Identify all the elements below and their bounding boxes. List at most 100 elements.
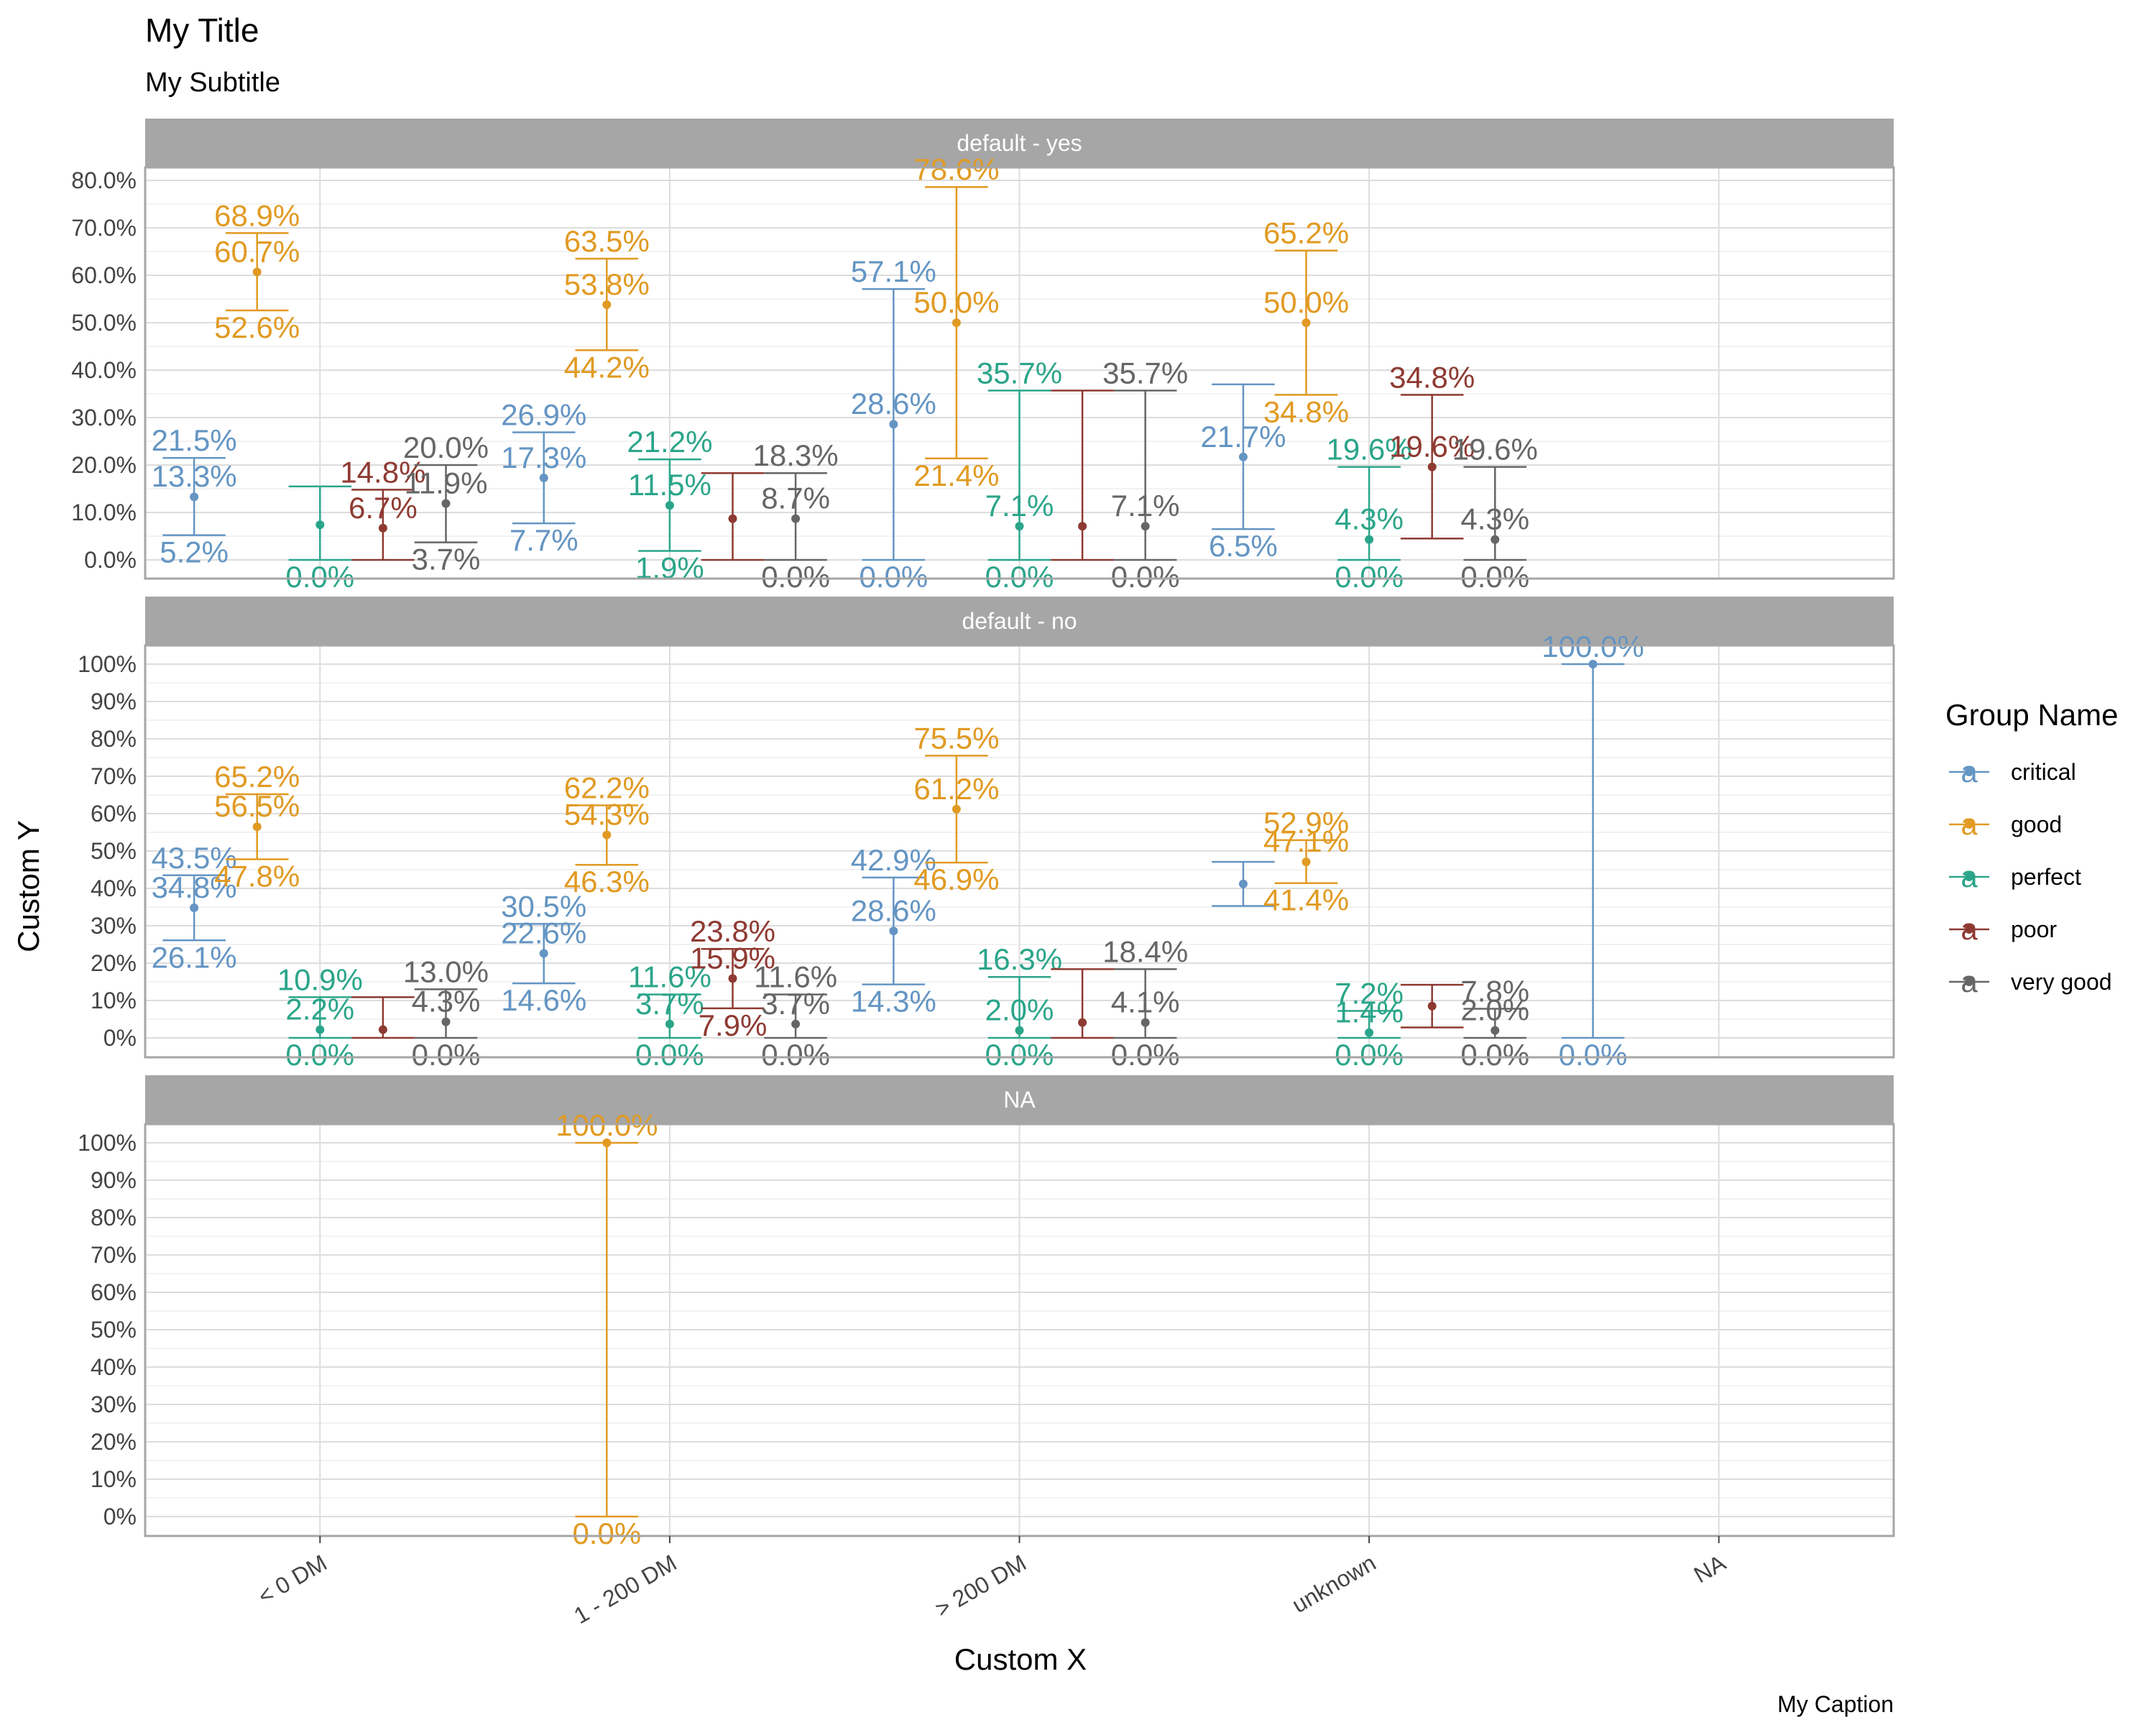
data-point (1491, 1026, 1500, 1035)
legend-key-point (1965, 873, 1973, 881)
legend-title: Group Name (1945, 698, 2118, 732)
data-point (1078, 1018, 1087, 1027)
data-label-value: 4.3% (1460, 502, 1529, 536)
data-label-lower: 46.9% (913, 862, 999, 896)
legend-key-point (1965, 820, 1973, 829)
data-label-upper: 7.2% (1335, 977, 1404, 1011)
data-label-upper: 18.3% (753, 438, 839, 472)
data-label-upper: 35.7% (1102, 356, 1188, 390)
data-label-value: 34.8% (152, 870, 237, 904)
y-tick-label: 50% (91, 838, 137, 864)
data-label-value: 60.7% (214, 234, 300, 268)
data-label-upper: 20.0% (403, 431, 489, 464)
data-point (1427, 1001, 1437, 1011)
y-tick-label: 20% (91, 1429, 137, 1455)
data-label-upper: 78.6% (913, 152, 999, 186)
data-point (1302, 318, 1311, 327)
data-label-upper: 21.2% (627, 425, 712, 459)
y-tick-label: 80% (91, 726, 137, 752)
data-label-value: 4.3% (412, 985, 481, 1018)
facet-strip-label: default - yes (957, 130, 1082, 156)
legend-item-label: critical (2011, 759, 2076, 785)
legend-item-label: very good (2011, 969, 2112, 995)
data-point (728, 974, 737, 983)
y-tick-label: 30% (91, 913, 137, 939)
data-point (1365, 1028, 1374, 1037)
data-label-value: 7.1% (1111, 489, 1180, 523)
series-very-good: 3.7% 11.9%20.0% 0.0% 8.7% 18.3% 0.0% 7.1% 35.7%… (403, 356, 1538, 594)
data-point (1078, 522, 1087, 531)
data-label-upper: 16.3% (977, 942, 1062, 976)
data-label-lower: 0.0% (412, 1038, 481, 1072)
data-point (315, 520, 325, 530)
data-label-value: 28.6% (851, 387, 936, 420)
data-point (539, 949, 548, 958)
data-label-lower: 14.3% (851, 985, 936, 1018)
legend-item-poor: a poor (1949, 912, 2057, 946)
data-label-lower: 0.0% (985, 1038, 1054, 1072)
x-tick-label: 1 - 200 DM (569, 1550, 681, 1629)
data-label-upper: 65.2% (214, 760, 300, 794)
y-tick-label: 40.0% (71, 357, 137, 383)
y-tick-label: 90% (91, 689, 137, 714)
x-axis-title: Custom X (954, 1642, 1087, 1676)
data-point (441, 499, 451, 508)
y-tick-label: 10.0% (71, 500, 137, 525)
data-point (1588, 660, 1598, 668)
data-point (952, 804, 961, 814)
data-label-lower: 0.0% (761, 560, 830, 594)
data-label-upper: 62.2% (564, 771, 650, 805)
legend-key-glyph: a (1961, 755, 1978, 788)
y-tick-label: 40% (91, 875, 137, 901)
data-label-lower: 0.0% (1111, 1038, 1180, 1072)
data-label-value: 17.3% (501, 441, 586, 474)
data-label-value: 2.0% (985, 993, 1054, 1027)
series-good: 52.6% 60.7%68.9% 44.2% 53.8% 63.5% 21.4% 50.0%… (214, 152, 1349, 492)
facet-strip (145, 119, 1894, 167)
data-point (1238, 879, 1248, 888)
data-point (252, 267, 262, 277)
facet-panel-default-yes: default - yes 0.0% 10.0% 20.0% 30.0% 40.0% 50.… (71, 119, 1895, 594)
x-tick-label: NA (1690, 1550, 1731, 1588)
data-label-value: 47.1% (1263, 824, 1349, 858)
data-point (1015, 1026, 1024, 1035)
y-tick-label: 60% (91, 801, 137, 827)
data-point (441, 1017, 451, 1026)
legend-item-label: good (2011, 811, 2062, 837)
series-critical: 26.1% 34.8%43.5% 14.6% 22.6%30.5% 14.3% 28.6%… (152, 630, 1644, 1072)
data-point (1141, 1018, 1150, 1027)
facet-panels: default - yes 0.0% 10.0% 20.0% 30.0% 40.0% 50.… (71, 119, 1895, 1550)
legend-key-glyph: a (1961, 965, 1978, 998)
legend-item-label: poor (2011, 916, 2057, 942)
data-label-lower: 0.0% (985, 560, 1054, 594)
data-label-upper: 68.9% (214, 198, 300, 232)
data-point (1015, 522, 1024, 531)
facet-strip-label: NA (1003, 1087, 1036, 1113)
y-tick-label: 10% (91, 988, 137, 1013)
facet-strip (145, 597, 1894, 645)
data-label-upper: 30.5% (501, 889, 586, 923)
data-label-value: 8.7% (761, 482, 830, 515)
legend-key-point (1965, 768, 1973, 776)
y-tick-label: 30% (91, 1392, 137, 1417)
data-point (1491, 535, 1500, 544)
data-label-value: 53.8% (564, 267, 650, 301)
y-tick-label: 70% (91, 1242, 137, 1268)
data-label-value: 50.0% (913, 285, 999, 319)
series-perfect: 0.0% 1.9%11.5%21.2%0.0%7.1%35.7%0.0%4.3%1… (285, 356, 1411, 594)
data-point (728, 514, 737, 523)
data-label-value: 1.4% (1335, 995, 1404, 1029)
data-label-upper: 19.6% (1327, 433, 1412, 466)
data-label-upper: 42.9% (851, 843, 936, 877)
data-label-value: 15.9% (690, 941, 775, 975)
data-label-upper: 18.4% (1102, 934, 1188, 968)
data-label-upper: 14.8% (340, 455, 425, 489)
series-very-good: 0.0%4.3%13.0%0.0%3.7%11.6%0.0%4.1%18.4%0… (403, 934, 1529, 1072)
series-critical: 5.2% 13.3%21.5% 7.7% 17.3% 26.9% 0.0% 28.6% 57.… (152, 254, 1286, 594)
data-label-upper: 23.8% (690, 914, 775, 948)
data-point (889, 926, 898, 936)
y-axis-title: Custom Y (11, 820, 45, 952)
y-tick-label: 80% (91, 1205, 137, 1230)
data-label-upper: 21.5% (152, 423, 237, 457)
data-label-lower: 21.4% (913, 459, 999, 492)
